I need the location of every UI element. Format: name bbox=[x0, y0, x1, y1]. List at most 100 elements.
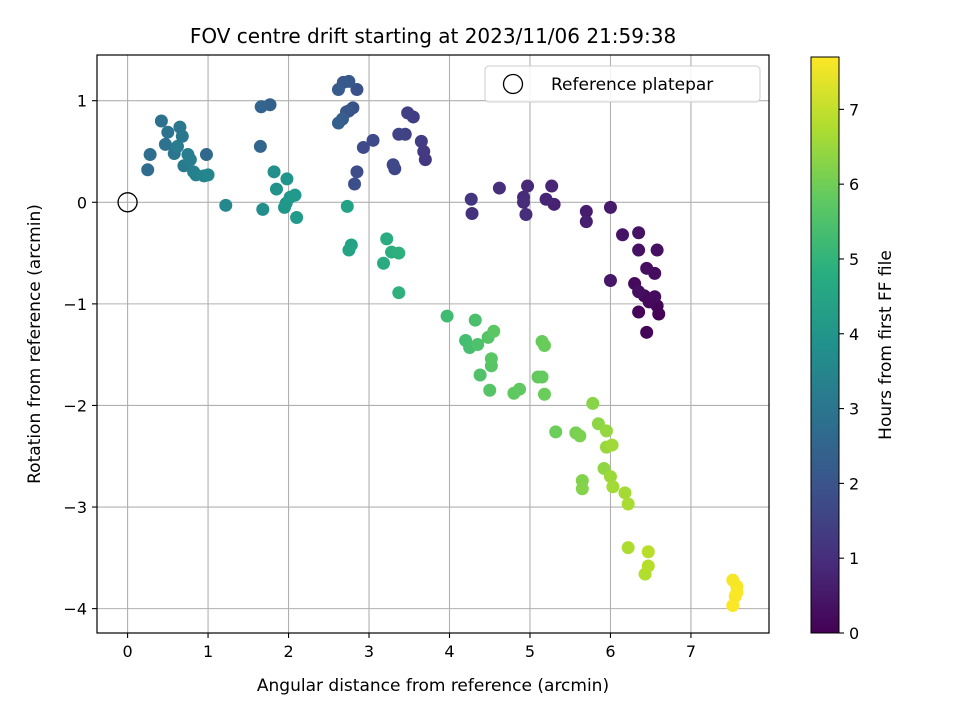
data-point bbox=[254, 100, 268, 114]
data-point bbox=[641, 559, 655, 573]
data-point bbox=[603, 200, 617, 214]
data-point bbox=[465, 206, 479, 220]
plot-frame bbox=[96, 54, 770, 634]
data-point bbox=[331, 116, 345, 130]
data-point bbox=[471, 338, 485, 352]
data-point bbox=[392, 127, 406, 141]
data-point bbox=[641, 545, 655, 559]
legend-reference-marker bbox=[502, 73, 524, 95]
colorbar-tick-label: 7 bbox=[849, 100, 859, 119]
data-point bbox=[175, 129, 189, 143]
data-point bbox=[537, 339, 551, 353]
x-axis-label: Angular distance from reference (arcmin) bbox=[257, 676, 609, 696]
data-point bbox=[575, 482, 589, 496]
data-point bbox=[545, 179, 559, 193]
data-point bbox=[537, 387, 551, 401]
y-axis-label: Rotation from reference (arcmin) bbox=[25, 204, 45, 484]
data-point bbox=[161, 125, 175, 139]
colorbar-tick-label: 3 bbox=[849, 400, 859, 419]
data-point bbox=[366, 133, 380, 147]
x-tick-label: 4 bbox=[444, 642, 454, 661]
x-tick-label: 1 bbox=[203, 642, 213, 661]
colorbar-tick-label: 6 bbox=[849, 175, 859, 194]
data-point bbox=[599, 424, 613, 438]
data-point bbox=[288, 188, 302, 202]
data-point bbox=[521, 179, 535, 193]
data-point bbox=[586, 396, 600, 410]
data-point bbox=[603, 274, 617, 288]
data-point bbox=[280, 172, 294, 186]
data-point bbox=[579, 204, 593, 218]
data-point bbox=[141, 163, 155, 177]
chart-title: FOV centre drift starting at 2023/11/06 … bbox=[190, 24, 676, 48]
data-point bbox=[473, 368, 487, 382]
data-point bbox=[730, 585, 744, 599]
data-point bbox=[356, 140, 370, 154]
data-point bbox=[464, 192, 478, 206]
data-point bbox=[386, 158, 400, 172]
data-point bbox=[183, 153, 197, 167]
data-point bbox=[632, 285, 646, 299]
data-point bbox=[632, 226, 646, 240]
legend-box bbox=[484, 65, 761, 103]
colorbar bbox=[810, 56, 840, 634]
reference-marker bbox=[117, 192, 138, 213]
data-point bbox=[414, 134, 428, 148]
data-point bbox=[158, 137, 172, 151]
y-tick-label: −3 bbox=[63, 498, 87, 517]
data-point bbox=[487, 324, 501, 338]
data-point bbox=[549, 425, 563, 439]
x-axis-ticks: 0 1 2 3 4 5 6 7 bbox=[122, 633, 696, 661]
x-tick-label: 7 bbox=[686, 642, 696, 661]
colorbar-ticks: 0 1 2 3 4 5 6 7 bbox=[839, 100, 859, 643]
data-point bbox=[440, 309, 454, 323]
colorbar-tick-label: 4 bbox=[849, 325, 859, 344]
data-point bbox=[253, 139, 267, 153]
data-point bbox=[350, 83, 364, 97]
data-point bbox=[154, 114, 168, 128]
data-point bbox=[640, 261, 654, 275]
data-point bbox=[331, 83, 345, 97]
data-point bbox=[340, 199, 354, 213]
data-point bbox=[535, 370, 549, 384]
data-point bbox=[392, 246, 406, 260]
data-point bbox=[513, 382, 527, 396]
data-point bbox=[256, 202, 270, 216]
data-point bbox=[199, 148, 213, 162]
data-point bbox=[519, 207, 533, 221]
legend-entry-reference: Reference platepar bbox=[551, 75, 713, 95]
data-point bbox=[616, 228, 630, 242]
data-point bbox=[606, 480, 620, 494]
data-point bbox=[290, 211, 304, 225]
data-point bbox=[618, 486, 632, 500]
data-point bbox=[539, 192, 553, 206]
data-point bbox=[267, 165, 281, 179]
data-point bbox=[632, 305, 646, 319]
data-point bbox=[726, 599, 740, 613]
data-point bbox=[484, 352, 498, 366]
data-point bbox=[648, 290, 662, 304]
data-point bbox=[219, 198, 233, 212]
data-point bbox=[468, 313, 482, 327]
y-axis-ticks: 1 0 −1 −2 −3 −4 bbox=[63, 92, 97, 619]
data-point bbox=[201, 168, 215, 182]
y-tick-label: 0 bbox=[77, 193, 87, 212]
colorbar-tick-label: 0 bbox=[849, 624, 859, 643]
data-point bbox=[392, 286, 406, 300]
legend: Reference platepar bbox=[484, 65, 761, 103]
data-point bbox=[401, 106, 415, 120]
data-point bbox=[377, 256, 391, 270]
data-point bbox=[417, 145, 431, 159]
data-point bbox=[605, 438, 619, 452]
colorbar-tick-label: 5 bbox=[849, 250, 859, 269]
reference-platepar-marker bbox=[117, 192, 138, 213]
data-point bbox=[640, 325, 654, 339]
data-point bbox=[483, 383, 497, 397]
data-points bbox=[141, 74, 744, 613]
data-point bbox=[350, 165, 364, 179]
data-point bbox=[632, 243, 646, 257]
y-tick-label: −2 bbox=[63, 396, 87, 415]
x-tick-label: 2 bbox=[283, 642, 293, 661]
data-point bbox=[603, 470, 617, 484]
data-point bbox=[579, 215, 593, 229]
